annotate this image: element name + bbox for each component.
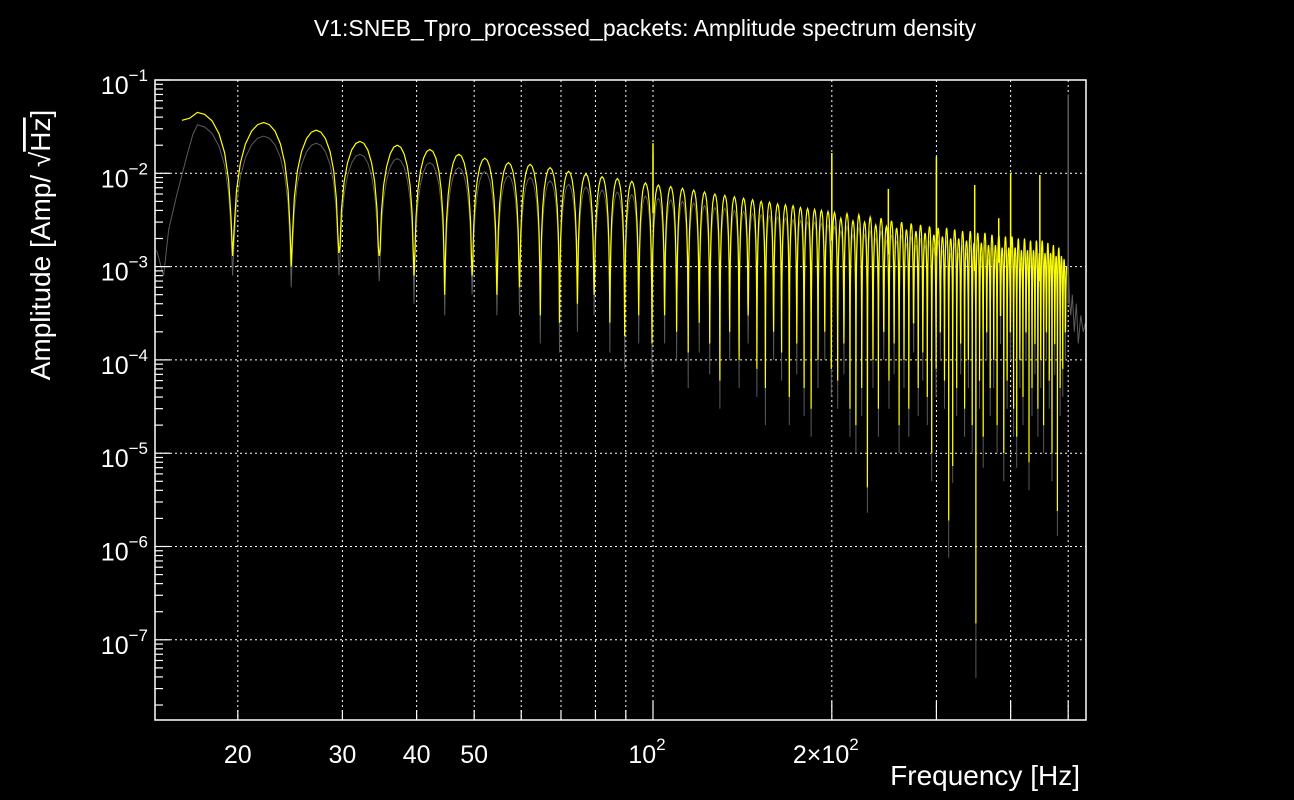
y-tick-label: 10−1: [101, 66, 148, 100]
y-axis-title-main: Amplitude [Amp/: [25, 167, 56, 380]
tick-labels: 10−110−210−310−410−510−610−720 30 40 50 102 2…: [101, 66, 859, 769]
y-tick-label: 10−2: [101, 159, 148, 193]
y-axis-unit: Hz: [25, 117, 56, 151]
series-line-reference: [156, 124, 1086, 679]
y-tick-base: 10: [101, 72, 129, 100]
x-tick-label: 2×102: [793, 735, 859, 769]
y-tick-exponent: −6: [129, 533, 148, 552]
y-tick-base: 10: [101, 352, 129, 380]
y-tick-label: 10−6: [101, 533, 148, 567]
y-tick-base: 10: [101, 259, 129, 287]
y-axis-title-close: ]: [25, 110, 56, 118]
y-axis-title-text: Amplitude [Amp/ √Hz]: [25, 110, 56, 381]
y-tick-exponent: −7: [129, 626, 148, 645]
y-tick-label: 10−5: [101, 439, 148, 473]
y-axis-title: Amplitude [Amp/ √Hz]: [25, 110, 56, 381]
x-tick-label: 102: [628, 735, 665, 769]
chart-title: V1:SNEB_Tpro_processed_packets: Amplitud…: [314, 15, 977, 41]
sqrt-symbol: √: [25, 151, 56, 167]
y-tick-label: 10−3: [101, 253, 148, 287]
y-tick-exponent: −2: [129, 159, 148, 178]
x-tick-base: 2×10: [793, 741, 849, 769]
y-tick-label: 10−7: [101, 626, 148, 660]
x-tick-label: 20: [224, 741, 252, 769]
y-tick-exponent: −3: [129, 253, 148, 272]
y-tick-base: 10: [101, 539, 129, 567]
y-tick-label: 10−4: [101, 346, 148, 380]
x-tick-base: 30: [329, 741, 357, 769]
x-tick-base: 20: [224, 741, 252, 769]
series-line-current: [181, 111, 1068, 624]
axis-ticks: [155, 79, 1069, 720]
y-tick-exponent: −5: [129, 439, 148, 458]
x-tick-base: 50: [460, 741, 488, 769]
x-tick-label: 30: [329, 741, 357, 769]
y-tick-base: 10: [101, 165, 129, 193]
grid-lines: [155, 80, 1086, 720]
x-tick-exponent: 2: [849, 735, 858, 754]
x-tick-base: 40: [403, 741, 431, 769]
x-axis-title: Frequency [Hz]: [890, 760, 1080, 791]
y-tick-base: 10: [101, 632, 129, 660]
y-tick-exponent: −1: [129, 66, 148, 85]
series-group: [156, 94, 1086, 679]
x-tick-label: 50: [460, 741, 488, 769]
x-tick-exponent: 2: [656, 735, 665, 754]
y-tick-exponent: −4: [129, 346, 148, 365]
y-tick-base: 10: [101, 445, 129, 473]
plot-frame: [154, 79, 1087, 721]
x-tick-base: 10: [628, 741, 656, 769]
x-tick-label: 40: [403, 741, 431, 769]
